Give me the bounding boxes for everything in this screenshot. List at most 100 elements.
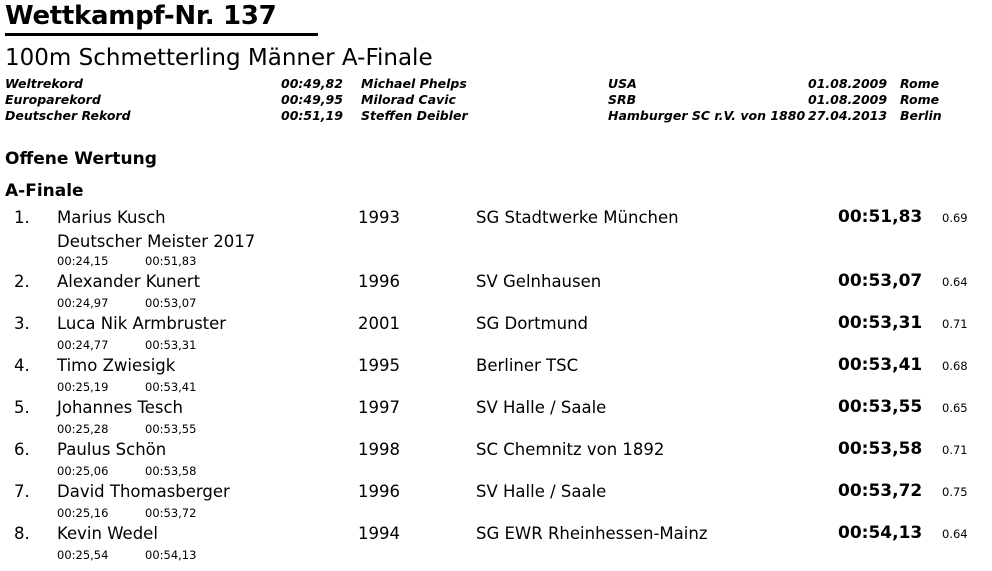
- split-time-100m: 00:53,58: [145, 464, 197, 478]
- result-club: SV Halle / Saale: [476, 398, 607, 417]
- result-athlete-name: David Thomasberger: [57, 482, 230, 501]
- result-final-time: 00:53,31: [838, 313, 923, 333]
- result-rank: 4.: [14, 356, 30, 375]
- result-reaction-time: 0.64: [942, 527, 968, 541]
- record-city: Rome: [900, 76, 940, 91]
- result-birth-year: 1998: [358, 440, 400, 459]
- result-main-line: 3. Luca Nik Armbruster 2001 SG Dortmund 00:5…: [0, 313, 992, 338]
- split-time-100m: 00:53,72: [145, 506, 197, 520]
- table-row: 5. Johannes Tesch 1997 SV Halle / Saale 00:5…: [0, 397, 992, 440]
- record-date: 01.08.2009: [808, 92, 888, 107]
- split-time-100m: 00:53,55: [145, 422, 197, 436]
- record-label: Weltrekord: [5, 76, 83, 91]
- result-final-time: 00:54,13: [838, 523, 923, 543]
- result-reaction-time: 0.71: [942, 443, 968, 457]
- record-nation: SRB: [608, 92, 637, 107]
- result-splits: 00:24,15 00:51,83: [0, 254, 992, 272]
- result-final-time: 00:53,07: [838, 271, 923, 291]
- split-time-50m: 00:25,06: [57, 464, 109, 478]
- result-note-text: Deutscher Meister 2017: [57, 232, 256, 251]
- record-date: 01.08.2009: [808, 76, 888, 91]
- record-time: 00:49,82: [281, 76, 343, 91]
- record-holder: Steffen Deibler: [361, 108, 468, 123]
- table-row: 8. Kevin Wedel 1994 SG EWR Rheinhessen-Main…: [0, 523, 992, 566]
- result-birth-year: 1996: [358, 272, 400, 291]
- record-row: Deutscher Rekord 00:51,19 Steffen Deibler H…: [0, 108, 992, 124]
- record-label: Europarekord: [5, 92, 101, 107]
- result-reaction-time: 0.64: [942, 275, 968, 289]
- page-title: Wettkampf-Nr. 137: [5, 1, 277, 31]
- split-time-100m: 00:53,31: [145, 338, 197, 352]
- result-rank: 7.: [14, 482, 30, 501]
- event-subtitle: 100m Schmetterling Männer A-Finale: [5, 45, 433, 71]
- table-row: 7. David Thomasberger 1996 SV Halle / Saale…: [0, 481, 992, 524]
- result-final-time: 00:53,41: [838, 355, 923, 375]
- record-time: 00:51,19: [281, 108, 343, 123]
- split-time-100m: 00:54,13: [145, 548, 197, 562]
- result-club: SG Stadtwerke München: [476, 208, 679, 227]
- result-club: SG EWR Rheinhessen-Mainz: [476, 524, 708, 543]
- result-main-line: 5. Johannes Tesch 1997 SV Halle / Saale 00:5…: [0, 397, 992, 422]
- result-rank: 8.: [14, 524, 30, 543]
- result-splits: 00:25,16 00:53,72: [0, 506, 992, 524]
- result-reaction-time: 0.71: [942, 317, 968, 331]
- result-main-line: 6. Paulus Schön 1998 SC Chemnitz von 1892 00…: [0, 439, 992, 464]
- result-birth-year: 1994: [358, 524, 400, 543]
- result-birth-year: 1995: [358, 356, 400, 375]
- result-splits: 00:25,19 00:53,41: [0, 380, 992, 398]
- result-athlete-name: Alexander Kunert: [57, 272, 201, 291]
- result-athlete-name: Kevin Wedel: [57, 524, 158, 543]
- result-final-time: 00:53,55: [838, 397, 923, 417]
- result-reaction-time: 0.65: [942, 401, 968, 415]
- results-list: 1. Marius Kusch 1993 SG Stadtwerke München 0…: [0, 207, 992, 566]
- table-row: 6. Paulus Schön 1998 SC Chemnitz von 1892 00…: [0, 439, 992, 482]
- result-final-time: 00:53,72: [838, 481, 923, 501]
- result-splits: 00:25,28 00:53,55: [0, 422, 992, 440]
- result-athlete-name: Paulus Schön: [57, 440, 167, 459]
- result-main-line: 2. Alexander Kunert 1996 SV Gelnhausen 00:53…: [0, 271, 992, 296]
- table-row: 4. Timo Zwiesigk 1995 Berliner TSC 00:53,41 0…: [0, 355, 992, 398]
- result-rank: 3.: [14, 314, 30, 333]
- result-athlete-name: Timo Zwiesigk: [57, 356, 176, 375]
- record-row: Weltrekord 00:49,82 Michael Phelps USA 01.08…: [0, 76, 992, 92]
- record-nation: Hamburger SC r.V. von 1880: [608, 108, 806, 123]
- split-time-50m: 00:24,77: [57, 338, 109, 352]
- record-holder: Milorad Cavic: [361, 92, 456, 107]
- result-final-time: 00:51,83: [838, 207, 923, 227]
- record-holder: Michael Phelps: [361, 76, 467, 91]
- split-time-50m: 00:25,54: [57, 548, 109, 562]
- result-birth-year: 1997: [358, 398, 400, 417]
- title-underline-rule: [5, 33, 318, 36]
- record-nation: USA: [608, 76, 637, 91]
- record-date: 27.04.2013: [808, 108, 888, 123]
- result-splits: 00:25,54 00:54,13: [0, 548, 992, 566]
- split-time-50m: 00:24,15: [57, 254, 109, 268]
- record-label: Deutscher Rekord: [5, 108, 131, 123]
- result-athlete-name: Luca Nik Armbruster: [57, 314, 227, 333]
- result-rank: 5.: [14, 398, 30, 417]
- result-splits: 00:24,97 00:53,07: [0, 296, 992, 314]
- record-row: Europarekord 00:49,95 Milorad Cavic SRB 01.0…: [0, 92, 992, 108]
- result-main-line: 7. David Thomasberger 1996 SV Halle / Saale…: [0, 481, 992, 506]
- result-splits: 00:25,06 00:53,58: [0, 464, 992, 482]
- result-club: SV Gelnhausen: [476, 272, 602, 291]
- result-note: Deutscher Meister 2017: [0, 232, 992, 254]
- result-splits: 00:24,77 00:53,31: [0, 338, 992, 356]
- result-rank: 1.: [14, 208, 30, 227]
- record-time: 00:49,95: [281, 92, 343, 107]
- split-time-50m: 00:25,16: [57, 506, 109, 520]
- section-heading-offene-wertung: Offene Wertung: [5, 149, 157, 169]
- result-final-time: 00:53,58: [838, 439, 923, 459]
- records-table: Weltrekord 00:49,82 Michael Phelps USA 01.08…: [0, 76, 992, 124]
- result-main-line: 1. Marius Kusch 1993 SG Stadtwerke München 0…: [0, 207, 992, 232]
- result-birth-year: 1993: [358, 208, 400, 227]
- result-birth-year: 1996: [358, 482, 400, 501]
- table-row: 2. Alexander Kunert 1996 SV Gelnhausen 00:53…: [0, 271, 992, 314]
- record-city: Berlin: [900, 108, 942, 123]
- table-row: 1. Marius Kusch 1993 SG Stadtwerke München 0…: [0, 207, 992, 272]
- split-time-100m: 00:53,07: [145, 296, 197, 310]
- result-reaction-time: 0.69: [942, 211, 968, 225]
- result-reaction-time: 0.75: [942, 485, 968, 499]
- result-club: SV Halle / Saale: [476, 482, 607, 501]
